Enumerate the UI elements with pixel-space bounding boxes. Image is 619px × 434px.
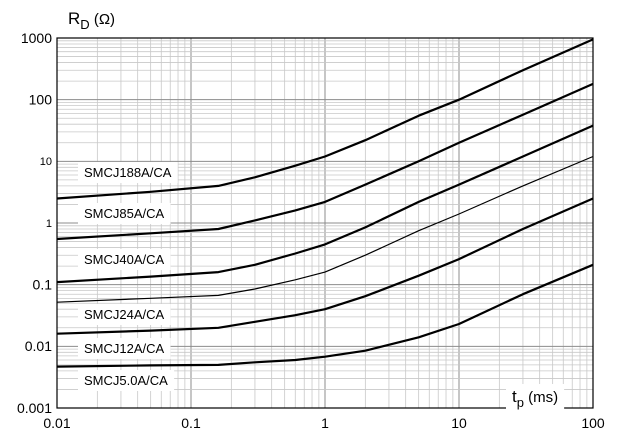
series-label-bg	[78, 304, 171, 325]
series-label: SMCJ12A/CA	[84, 341, 165, 356]
series-line-3	[56, 124, 594, 284]
x-tick-label: 0.1	[181, 415, 201, 431]
series-label-bg	[78, 338, 171, 359]
x-tick-labels: 0.01 0.1 1 10 100	[43, 415, 605, 431]
y-axis-unit: (Ω)	[90, 11, 115, 28]
y-tick-label: 1	[46, 218, 52, 230]
series-line-2	[56, 82, 594, 241]
x-axis-subscript: p	[517, 395, 524, 410]
x-tick-label: 0.01	[43, 415, 70, 431]
y-tick-label: 100	[29, 92, 53, 108]
y-axis-symbol: R	[68, 9, 80, 28]
series-label: SMCJ24A/CA	[84, 307, 165, 322]
x-tick-label: 1	[321, 415, 329, 431]
y-tick-label: 10	[40, 156, 52, 168]
x-tick-label: 100	[581, 415, 605, 431]
x-axis-title-bg	[506, 384, 565, 413]
plot-frame	[56, 37, 594, 409]
series-line-5	[56, 197, 594, 335]
series-label-bg	[78, 249, 171, 270]
y-tick-label: 0.001	[17, 400, 52, 416]
y-tick-label: 0.1	[33, 277, 53, 293]
series-label-bg	[78, 203, 171, 224]
series-label: SMCJ85A/CA	[84, 206, 165, 221]
x-axis-symbol: t	[512, 387, 517, 406]
y-tick-labels: 0.001 0.01 0.1 1 10 100 1000	[17, 30, 52, 416]
series-lines	[56, 38, 594, 368]
y-axis-subscript: D	[80, 17, 89, 32]
series-labels: SMCJ188A/CA SMCJ85A/CA SMCJ40A/CA SMCJ24A/C…	[78, 162, 178, 391]
series-label-bg	[78, 162, 178, 183]
series-label: SMCJ40A/CA	[84, 252, 165, 267]
y-tick-label: 0.01	[25, 338, 52, 354]
series-line-6	[56, 263, 594, 368]
series-label: SMCJ188A/CA	[84, 165, 172, 180]
series-label-bg	[78, 370, 175, 391]
series-line-1	[56, 38, 594, 200]
y-axis-title: RD (Ω)	[68, 9, 115, 32]
y-tick-label: 1000	[21, 30, 52, 46]
x-axis-title: tp (ms)	[512, 387, 558, 410]
series-label: SMCJ5.0A/CA	[84, 373, 168, 388]
x-axis-unit: (ms)	[524, 389, 558, 406]
series-line-4	[56, 155, 594, 303]
x-tick-label: 10	[451, 415, 467, 431]
